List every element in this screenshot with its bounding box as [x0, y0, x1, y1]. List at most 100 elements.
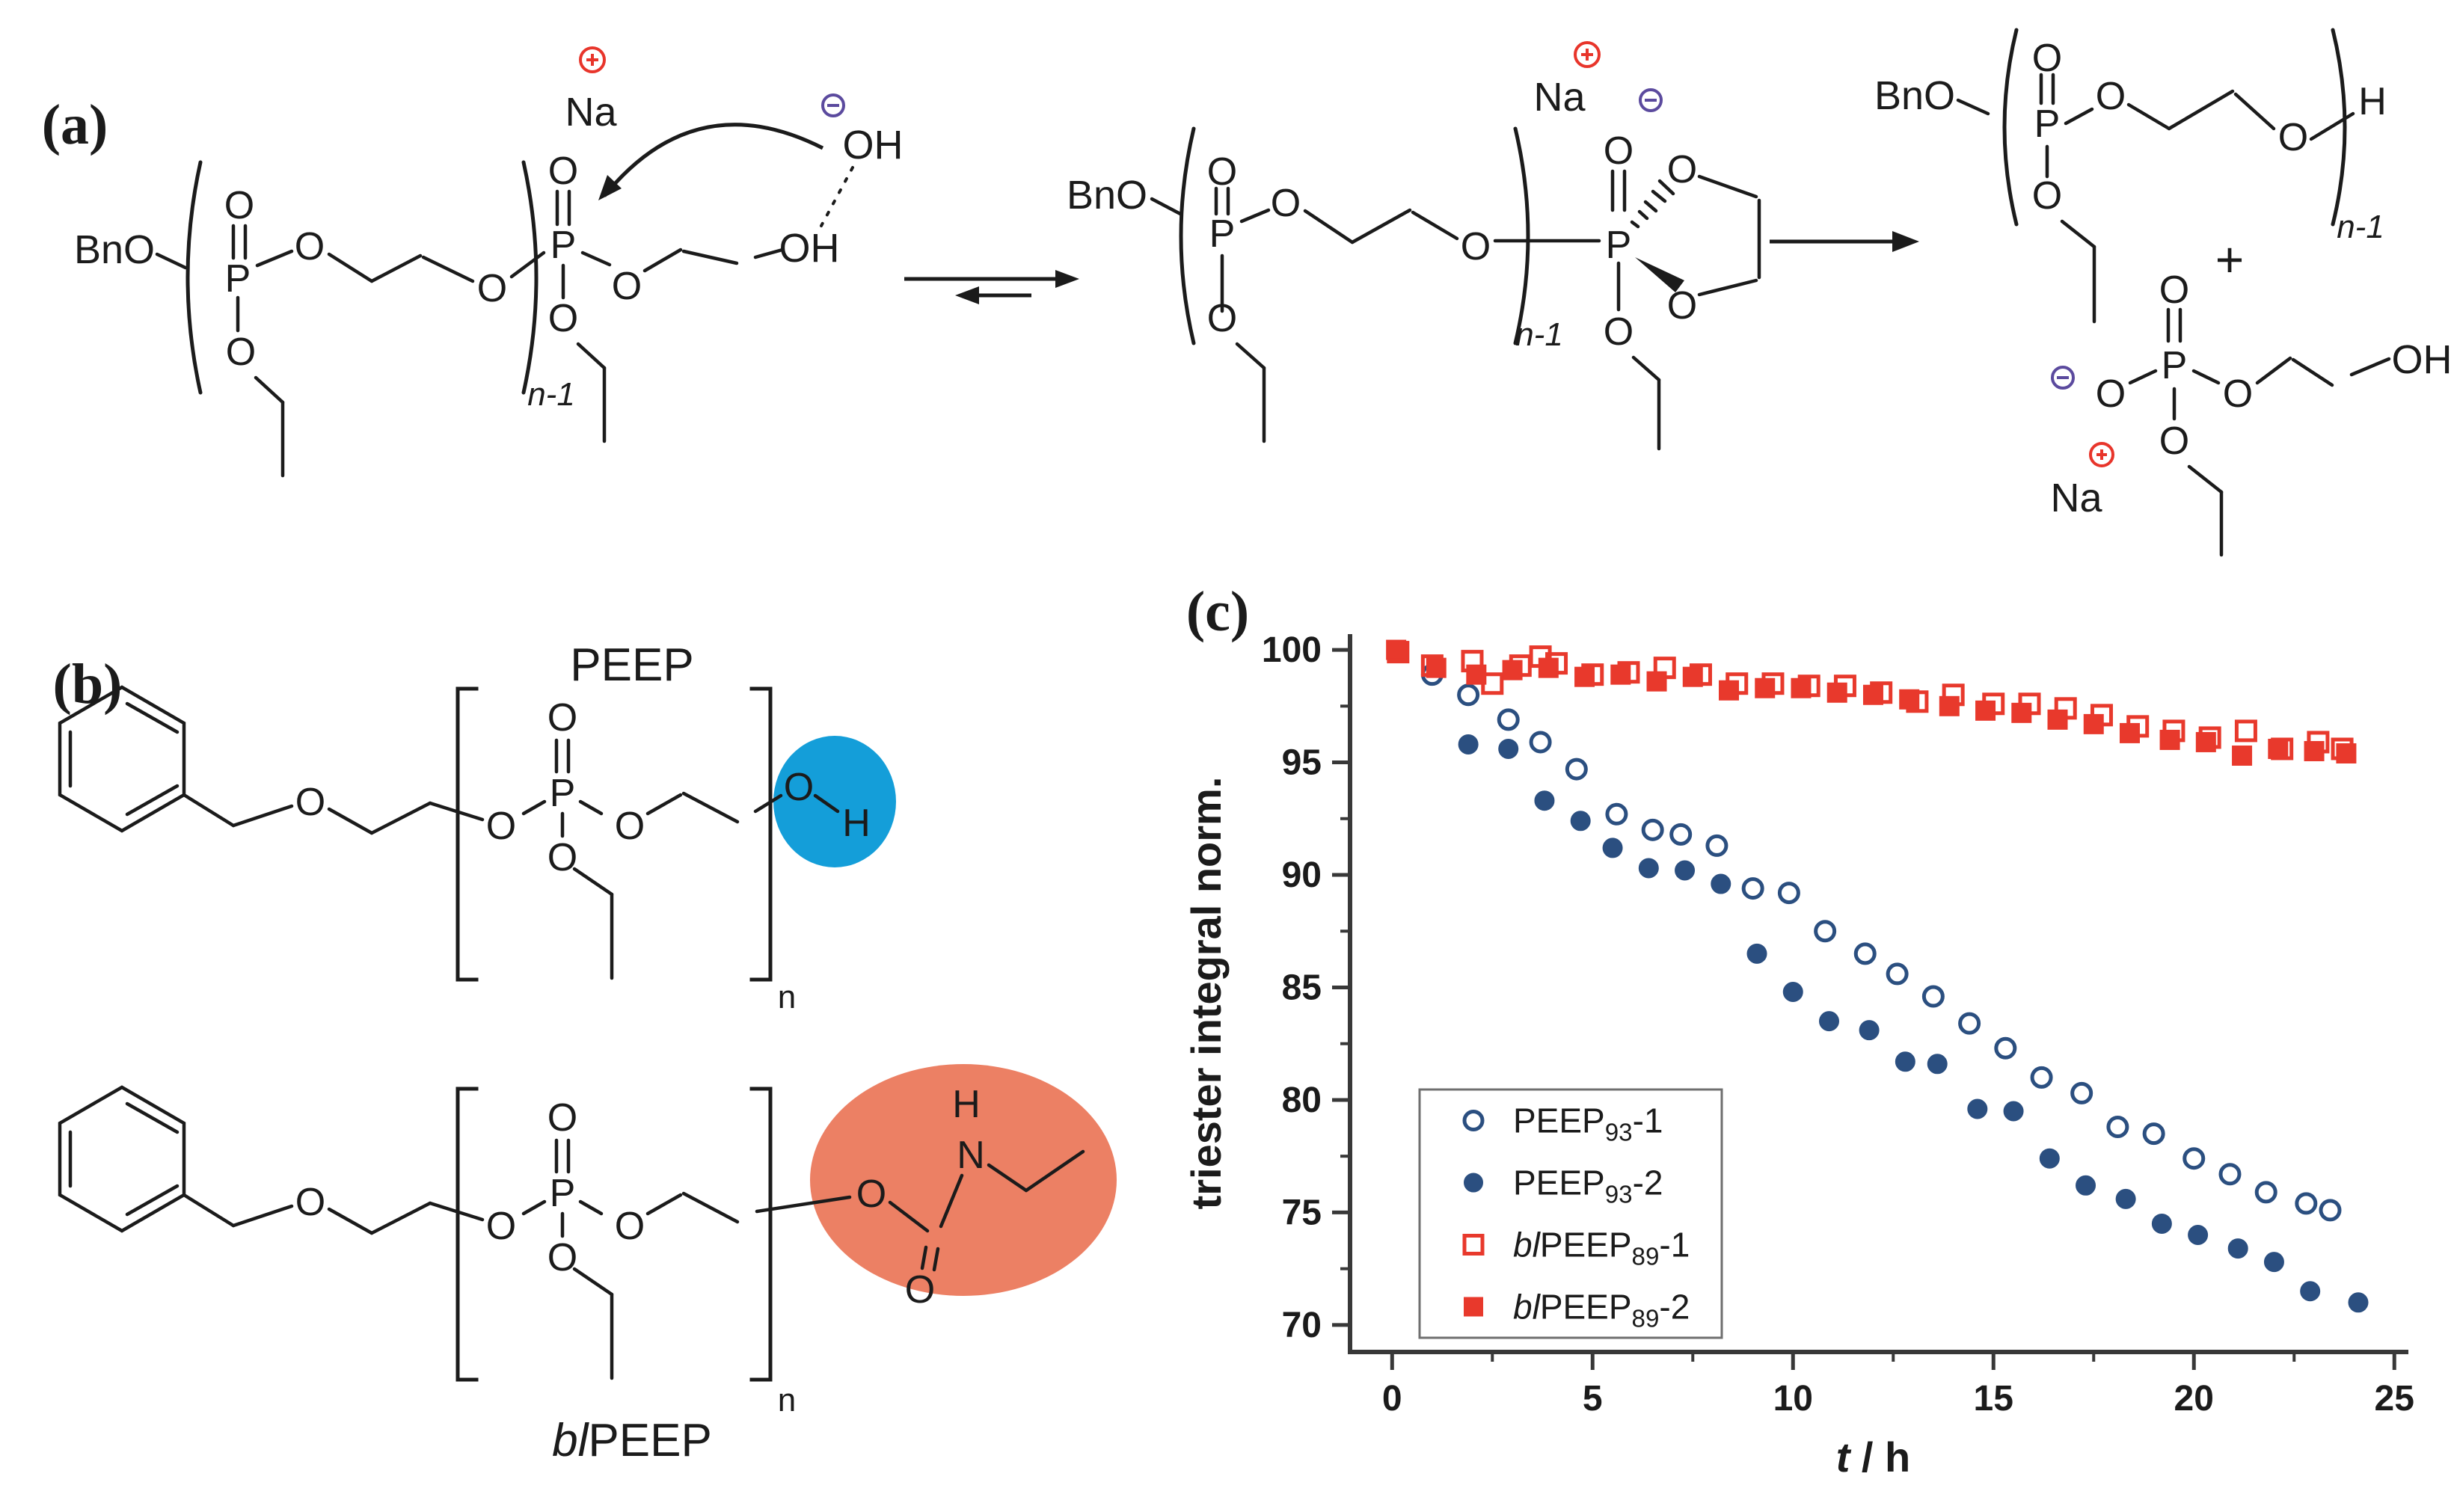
- data-point: [1975, 700, 1996, 721]
- atom-label: O: [486, 805, 516, 848]
- chart-axes: 70 75 80 85 90 95 100 0 5 10 15 20 25: [1262, 630, 2414, 1419]
- data-point: [1502, 660, 1523, 680]
- data-point: [1538, 657, 1559, 678]
- data-point: [1814, 920, 1837, 943]
- graphic: O: [2223, 372, 2253, 416]
- repeat-subscript-n: n: [778, 979, 796, 1015]
- legend-label: PEEP93-1: [1513, 1101, 1663, 1147]
- graphic: -2: [1659, 1288, 1690, 1327]
- bond: [578, 799, 604, 816]
- graphic: P: [550, 772, 576, 815]
- y-tick-label: 70: [1282, 1306, 1322, 1345]
- atom-label: O: [2159, 420, 2189, 463]
- graphic: O: [547, 696, 577, 740]
- degradation-chart: 70 75 80 85 90 95 100 0 5 10 15 20 25 triester integr…: [1182, 630, 2414, 1481]
- data-point: [1791, 677, 1812, 698]
- data-point: [1497, 708, 1520, 731]
- graphic: O: [2159, 420, 2189, 463]
- graphic: [598, 175, 622, 200]
- bond: [2064, 107, 2094, 126]
- graphic: [2089, 442, 2114, 467]
- data-point: [1605, 802, 1628, 826]
- graphic: (a): [42, 93, 108, 156]
- bond: [2126, 102, 2171, 131]
- x-axis-title: t / h: [1836, 1433, 1911, 1481]
- data-point: [2218, 1163, 2242, 1186]
- bond: [125, 1101, 180, 1134]
- bond: [888, 1200, 930, 1233]
- atom-label: O: [226, 331, 256, 374]
- bond: [231, 804, 294, 828]
- data-point: [2039, 1148, 2060, 1169]
- graphic: P: [225, 257, 251, 301]
- graphic: O: [226, 331, 256, 374]
- atom-label: O: [1207, 297, 1237, 340]
- graphic: O: [2278, 116, 2308, 159]
- graphic: O: [295, 225, 325, 268]
- graphic: O: [1461, 225, 1491, 268]
- graphic: O: [615, 805, 645, 848]
- bond: [521, 799, 547, 816]
- graphic: O: [548, 297, 578, 340]
- data-point: [1777, 882, 1800, 905]
- data-point: [1886, 962, 1909, 986]
- y-tick-label: 80: [1282, 1081, 1322, 1120]
- data-point: [2083, 713, 2104, 734]
- carbamate-carbonyl-oxygen: O: [905, 1268, 935, 1312]
- graphic: P: [1606, 224, 1632, 267]
- x-tick-label: 5: [1583, 1379, 1603, 1419]
- hydroxyl-endgroup-oxygen: O: [784, 766, 814, 809]
- bond: [1024, 1149, 1085, 1193]
- atom-label: O: [1604, 310, 1634, 354]
- bond: [2233, 92, 2276, 131]
- data-point: [1755, 677, 1776, 698]
- terminal-hydroxyl-label: OH: [2392, 337, 2453, 382]
- product-phosphate-structure: [2051, 307, 2391, 557]
- graphic: 0: [1382, 1379, 1402, 1419]
- data-point: [2076, 1175, 2096, 1196]
- y-tick-label: 95: [1282, 743, 1322, 783]
- data-point: [1534, 790, 1555, 811]
- data-point: [2030, 1066, 2053, 1089]
- bond: [572, 1267, 614, 1297]
- bond: [1235, 342, 1266, 370]
- terminal-hydroxyl-label: OH: [779, 226, 840, 271]
- graphic: n-1: [527, 376, 575, 413]
- bond: [125, 701, 180, 734]
- atom-label: O: [2278, 116, 2308, 159]
- data-point: [1498, 738, 1519, 759]
- bond: [645, 1193, 683, 1216]
- graphic: P: [550, 224, 577, 267]
- graphic: 15: [1974, 1379, 2013, 1419]
- data-point: [1462, 1110, 1485, 1131]
- carbamate-nh-label: H: [952, 1083, 981, 1126]
- bond: [753, 793, 783, 814]
- data-point: [1570, 811, 1591, 832]
- data-point: [1921, 985, 1945, 1008]
- graphic: PEEP: [1513, 1101, 1605, 1140]
- graphic: P: [550, 1172, 576, 1215]
- graphic: n: [778, 979, 796, 1015]
- data-point: [1457, 683, 1480, 707]
- atom-label: O: [224, 184, 254, 227]
- data-point: [1602, 838, 1623, 858]
- phosphorus-label: P: [1606, 224, 1632, 267]
- bond: [1956, 98, 1990, 116]
- bond: [2060, 219, 2096, 249]
- plus-charge-icon: [1574, 41, 1601, 68]
- graphic: O: [905, 1268, 935, 1312]
- data-point: [1859, 1020, 1880, 1041]
- data-point: [1967, 1098, 1988, 1119]
- graphic: O: [1667, 284, 1697, 328]
- bond: [185, 160, 203, 395]
- data-point: [1705, 834, 1728, 857]
- graphic: [1892, 231, 1919, 252]
- data-point: [1574, 666, 1595, 687]
- graphic: 93: [1605, 1119, 1633, 1147]
- minus-charge-icon: [821, 93, 845, 117]
- x-tick-label: 20: [2174, 1379, 2214, 1419]
